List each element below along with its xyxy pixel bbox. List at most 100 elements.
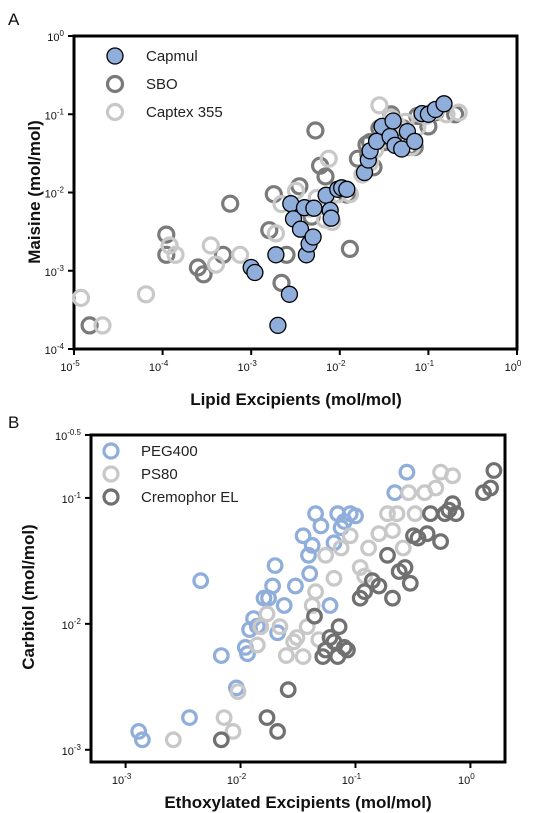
point-ps80 [400,484,418,502]
point-cremophor-el [330,618,348,636]
legend-label-ps80: PS80 [141,466,178,483]
panel-b-x-tick-label: 10-3 [112,772,132,787]
point-cremophor-el [444,495,462,513]
point-cremophor-el [379,546,396,564]
point-peg400 [266,557,284,574]
point-capmul [280,285,299,303]
legend-marker-capmul [106,47,124,65]
point-capmul [384,112,402,130]
panel-a-y-tick-label: 10-3 [45,264,65,279]
point-ps80 [248,636,266,654]
point-ps80 [379,505,396,523]
point-capmul [246,263,264,282]
point-cremophor-el [384,589,401,607]
point-ps80 [444,467,462,485]
point-captex-355 [136,285,156,304]
panel-a-x-tick-label: 10-2 [326,359,346,374]
point-capmul [322,209,340,227]
point-cremophor-el [370,577,388,595]
panel-b-ticks: 10-3 10-2 10-1 100 10-3 10-2 10-1 10-0.5 [55,428,475,787]
point-capmul [435,95,453,113]
panel-a-x-tick-label: 10-1 [415,359,435,374]
legend-label-sbo: SBO [146,76,178,93]
legend-label-cremophor: Cremophor EL [141,489,239,506]
point-sbo [306,121,325,140]
point-ps80 [288,629,306,646]
point-peg400 [321,597,339,614]
panel-b-y-axis-title: Carbitol (mol/mol) [19,524,38,669]
point-cremophor-el [258,709,276,726]
point-peg400 [347,507,364,525]
point-cremophor-el [321,629,339,646]
panel-a-x-axis-title: Lipid Excipients (mol/mol) [190,390,402,409]
panel-a-x-tick-label: 10-4 [149,359,169,374]
panel-a-y-tick-label: 100 [47,29,64,44]
panel-b-x-tick-label: 10-2 [227,772,247,787]
panel-b: B 10-3 10-2 10-1 100 10-3 10-2 10-1 10-0.5 PEG4… [8,413,507,812]
point-ps80 [317,546,335,564]
point-capmul [393,140,411,158]
point-capmul [267,246,285,264]
point-captex-355 [231,245,250,264]
panel-a-y-tick-label: 10-4 [45,342,65,357]
point-cremophor-el [356,583,374,601]
point-peg400 [386,484,404,502]
point-sbo [340,239,359,258]
legend-marker-peg400 [102,442,120,460]
point-cremophor-el [279,681,297,699]
panel-a-letter: A [8,10,20,29]
point-peg400 [212,647,230,664]
legend-marker-cremophor [102,488,120,506]
point-capmul [406,132,424,151]
point-ps80 [258,605,276,623]
point-sbo [194,265,213,284]
point-ps80 [164,731,182,749]
point-cremophor-el [409,529,427,547]
point-cremophor-el [339,641,356,659]
point-peg400 [294,527,312,545]
point-ps80 [271,618,289,636]
point-ps80 [360,539,378,557]
panel-a-y-tick-label: 10-1 [45,107,65,122]
legend-marker-sbo [105,74,125,94]
point-ps80 [277,647,295,664]
point-ps80 [307,583,325,601]
point-ps80 [370,525,388,543]
point-sbo [157,245,176,264]
point-sbo [316,167,335,186]
point-ps80 [351,559,369,576]
point-cremophor-el [306,607,323,625]
point-captex-355 [201,236,220,255]
point-sbo [272,273,291,292]
legend-label-peg400: PEG400 [141,443,198,460]
point-cremophor-el [447,505,465,523]
legend-label-captex: Captex 355 [146,104,223,121]
point-peg400 [133,731,151,749]
point-ps80 [406,505,424,523]
point-peg400 [301,565,319,583]
point-ps80 [388,505,406,523]
point-capmul [305,199,323,217]
point-ps80 [384,522,401,539]
point-ps80 [341,527,359,545]
point-peg400 [181,709,198,726]
panel-a-points [71,95,468,335]
panel-a-y-tick-label: 10-2 [45,186,65,201]
point-captex-355 [449,103,468,122]
point-cremophor-el [401,574,419,592]
point-capmul [304,228,322,246]
panel-b-y-tick-label: 10-0.5 [55,428,82,443]
point-capmul [338,180,356,198]
point-ps80 [252,618,270,636]
panel-b-x-axis-title: Ethoxylated Excipients (mol/mol) [164,793,431,812]
point-ps80 [427,479,445,497]
point-peg400 [287,577,304,595]
panel-b-points [130,462,503,749]
point-peg400 [398,463,416,481]
point-captex-355 [370,96,389,115]
panel-a-x-tick-label: 100 [505,359,522,374]
point-ps80 [325,569,343,587]
point-ps80 [215,709,233,726]
point-cremophor-el [485,462,503,479]
